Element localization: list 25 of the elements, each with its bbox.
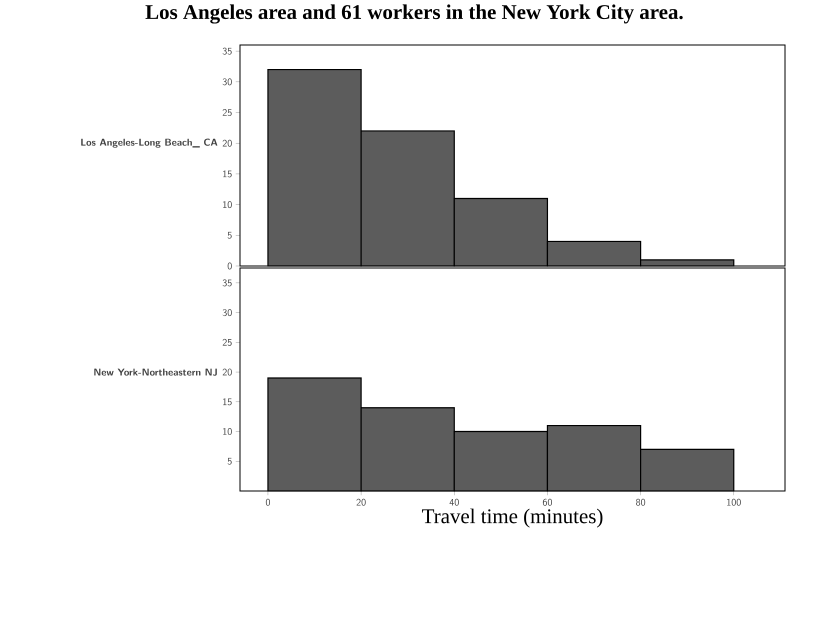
y-tick-label: 20 [222,140,232,147]
y-tick-label: 25 [222,338,232,346]
x-tick-label: 80 [636,498,646,506]
y-tick-label: 30 [222,309,232,316]
y-tick-label: 5 [228,458,232,465]
y-tick-label: 0 [228,262,232,270]
y-tick-label: 35 [222,48,232,55]
y-tick-label: 15 [223,398,232,406]
x-tick-label: 0 [266,498,270,506]
chart-title: Los Angeles area and 61 workers in the New York City area. [146,4,683,24]
y-tick-label: 15 [223,170,232,178]
y-tick-label: 10 [223,201,232,208]
y-axis-title: New York-Northeastern NJ [94,368,217,376]
x-tick-label: 60 [542,498,552,506]
y-tick-label: 35 [222,279,232,286]
x-axis-title: Travel time (minutes) [422,508,602,528]
y-axis-title: Los Angeles-Long Beach_ CA [81,138,218,148]
y-tick-label: 30 [222,78,232,86]
x-tick-label: 100 [727,498,741,506]
y-tick-label: 10 [223,428,232,436]
y-tick-label: 20 [222,368,232,376]
y-tick-label: 5 [228,232,232,239]
x-tick-label: 20 [356,498,366,506]
y-tick-label: 25 [222,109,232,116]
x-tick-label: 40 [450,498,459,506]
